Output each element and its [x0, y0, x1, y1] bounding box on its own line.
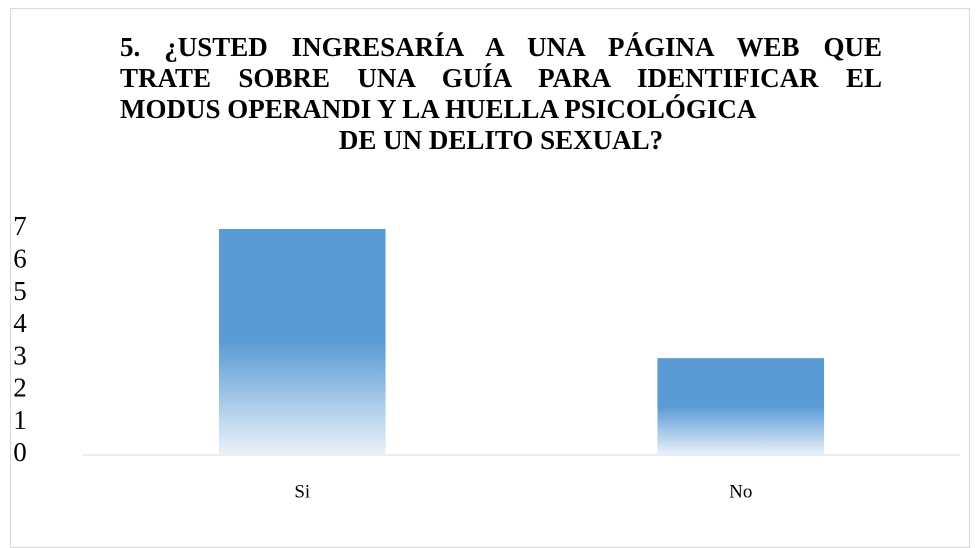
title-line: 5. ¿USTED INGRESARÍA A UNA PÁGINA WEB QU… — [120, 32, 882, 62]
bar — [218, 229, 386, 455]
title-line: MODUS OPERANDI Y LA HUELLA PSICOLÓGICA — [120, 94, 757, 124]
chart-title: 5. ¿USTED INGRESARÍA A UNA PÁGINA WEB QU… — [120, 32, 882, 156]
y-tick-label: 4 — [13, 308, 27, 338]
x-tick-label: Si — [294, 481, 310, 502]
x-tick-label: No — [729, 481, 752, 502]
title-line: TRATE SOBRE UNA GUÍA PARA IDENTIFICAR EL — [120, 63, 882, 93]
y-tick-label: 7 — [13, 211, 27, 241]
y-tick-label: 1 — [13, 405, 27, 435]
title-line: DE UN DELITO SEXUAL? — [338, 125, 664, 155]
y-tick-label: 5 — [13, 276, 27, 306]
page: 5. ¿USTED INGRESARÍA A UNA PÁGINA WEB QU… — [10, 8, 970, 548]
y-tick-label: 0 — [13, 437, 27, 467]
bar — [657, 358, 825, 455]
y-tick-label: 3 — [13, 340, 27, 370]
y-tick-label: 6 — [13, 243, 27, 273]
y-tick-label: 2 — [13, 373, 27, 403]
